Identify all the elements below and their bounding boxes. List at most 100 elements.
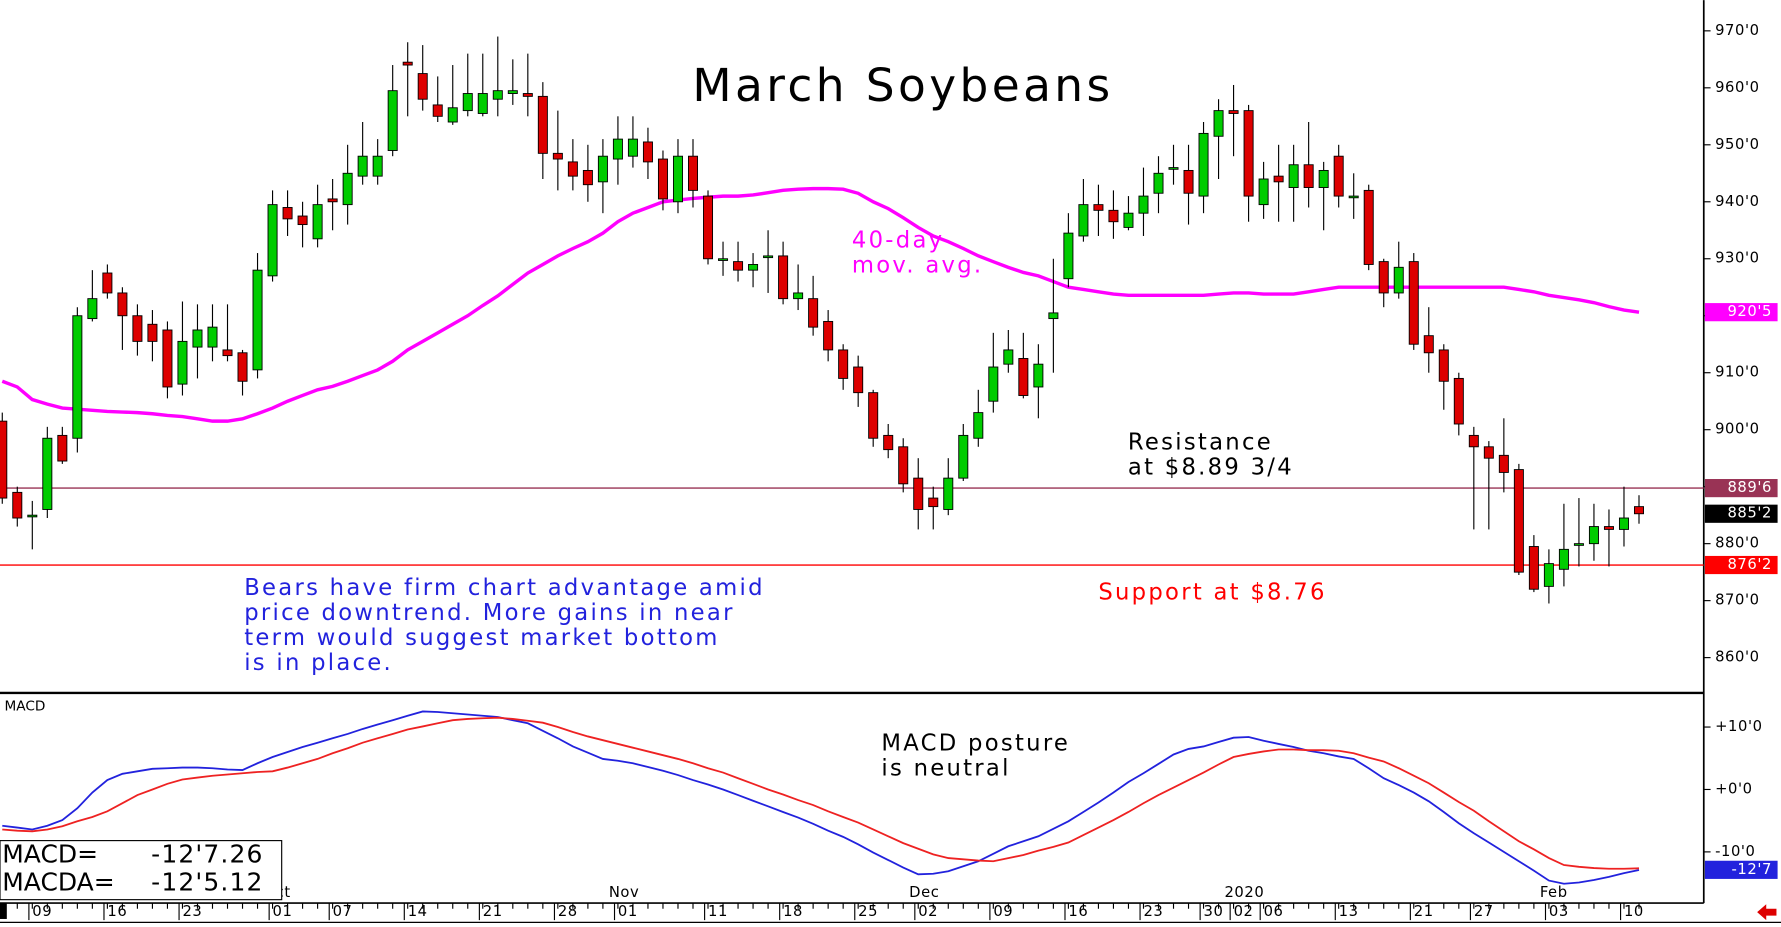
candle-body — [988, 366, 999, 402]
candle-body — [1513, 469, 1524, 573]
candle-body — [868, 392, 879, 439]
candle-body — [582, 169, 593, 186]
price-tag — [1704, 504, 1778, 523]
candle-body — [1303, 164, 1314, 188]
y-tick-label: 930'0 — [1715, 250, 1759, 267]
candle-body — [1198, 132, 1209, 197]
candle-body — [1078, 204, 1089, 237]
candle-body — [657, 158, 668, 200]
y-tick-label: +10'0 — [1715, 718, 1762, 735]
candle-body — [1138, 195, 1149, 214]
candle-body — [1228, 110, 1239, 114]
candle-body — [763, 255, 774, 259]
candle-body — [1468, 434, 1479, 448]
x-tick-label: 01 — [273, 903, 293, 920]
resistance-note: Resistance — [1128, 430, 1273, 456]
y-tick-label: 880'0 — [1715, 535, 1759, 552]
comment: is in place. — [244, 650, 393, 676]
candle-body — [357, 155, 368, 177]
candle-body — [1408, 261, 1419, 345]
candle-body — [943, 477, 954, 510]
month-label: Feb — [1540, 884, 1568, 901]
x-tick-label: 27 — [1474, 903, 1494, 920]
candle-body — [177, 340, 188, 385]
x-tick-label: 10 — [1624, 903, 1644, 920]
candle-body — [793, 292, 804, 300]
candle-body — [372, 155, 383, 177]
candle-body — [838, 349, 849, 379]
x-tick-label: 03 — [1549, 903, 1569, 920]
candle-body — [1063, 232, 1074, 280]
x-tick-label: 02 — [1234, 903, 1254, 920]
candle-body — [853, 366, 864, 394]
candle-body — [748, 264, 759, 271]
candle-body — [1603, 526, 1614, 530]
x-tick-label: 16 — [1068, 903, 1088, 920]
chart-title: March Soybeans — [692, 59, 1113, 112]
y-tick-label: 870'0 — [1715, 592, 1759, 609]
candle-body — [12, 491, 23, 519]
support-note: Support at $8.76 — [1098, 579, 1326, 605]
candle-body — [87, 298, 98, 320]
readout-value: -12'5.12 — [151, 868, 263, 897]
macd-note: is neutral — [881, 756, 1010, 782]
readout-label: MACD= — [2, 839, 98, 868]
y-tick-label: 950'0 — [1715, 136, 1759, 153]
candle-body — [703, 195, 714, 260]
candle-body — [1183, 169, 1194, 194]
price-tag-label: 876'2 — [1727, 556, 1771, 573]
y-tick-label: 960'0 — [1715, 79, 1759, 96]
moving-average — [1, 186, 1640, 423]
x-tick-label: 30 — [1204, 903, 1224, 920]
candle-body — [1243, 110, 1254, 197]
price-tag — [1704, 555, 1778, 575]
candle-body — [627, 138, 638, 157]
x-tick-label: 13 — [1339, 903, 1359, 920]
resistance-note: at $8.89 3/4 — [1128, 455, 1294, 481]
comment: term would suggest market bottom — [244, 625, 719, 651]
readout-label: MACDA= — [2, 868, 114, 897]
price-tag-label: -12'7 — [1732, 861, 1772, 878]
candle-body — [823, 320, 834, 351]
candle-body — [1558, 548, 1569, 570]
x-tick-label: 07 — [333, 903, 353, 920]
candle-body — [267, 204, 278, 277]
candle-body — [252, 269, 263, 371]
candle-body — [1528, 546, 1539, 590]
x-tick-label: 09 — [993, 903, 1013, 920]
candle-body — [477, 93, 488, 114]
candle-body — [42, 437, 53, 510]
candle-body — [147, 323, 158, 342]
candle-body — [297, 215, 308, 226]
candle-body — [462, 93, 473, 112]
y-tick-label: 940'0 — [1715, 193, 1759, 210]
candle-body — [567, 161, 578, 177]
candle-body — [1393, 266, 1404, 294]
candle-body — [1588, 526, 1599, 545]
candle-body — [973, 412, 984, 439]
macd-line — [2, 710, 1640, 885]
candle-body — [1033, 363, 1044, 388]
x-tick-label: 16 — [107, 903, 127, 920]
candle-body — [27, 514, 38, 518]
candle-body — [327, 198, 338, 203]
candle-body — [1153, 172, 1164, 194]
macd-note: MACD posture — [881, 731, 1070, 757]
ma-label: 40-day — [852, 227, 944, 253]
y-tick-label: 900'0 — [1715, 421, 1759, 438]
candle-body — [928, 497, 939, 508]
corner-mark — [0, 903, 7, 919]
scroll-arrow[interactable] — [1757, 904, 1777, 921]
candle-body — [447, 107, 458, 123]
candle-body — [72, 315, 83, 439]
candle-body — [1438, 349, 1449, 382]
candle-body — [1363, 189, 1374, 265]
candle-body — [958, 434, 969, 479]
candle-body — [597, 155, 608, 183]
candle-body — [522, 93, 533, 97]
x-tick-label: 28 — [558, 903, 578, 920]
candle-body — [1573, 543, 1584, 546]
candle-body — [1048, 312, 1059, 320]
candle-body — [1378, 261, 1389, 294]
